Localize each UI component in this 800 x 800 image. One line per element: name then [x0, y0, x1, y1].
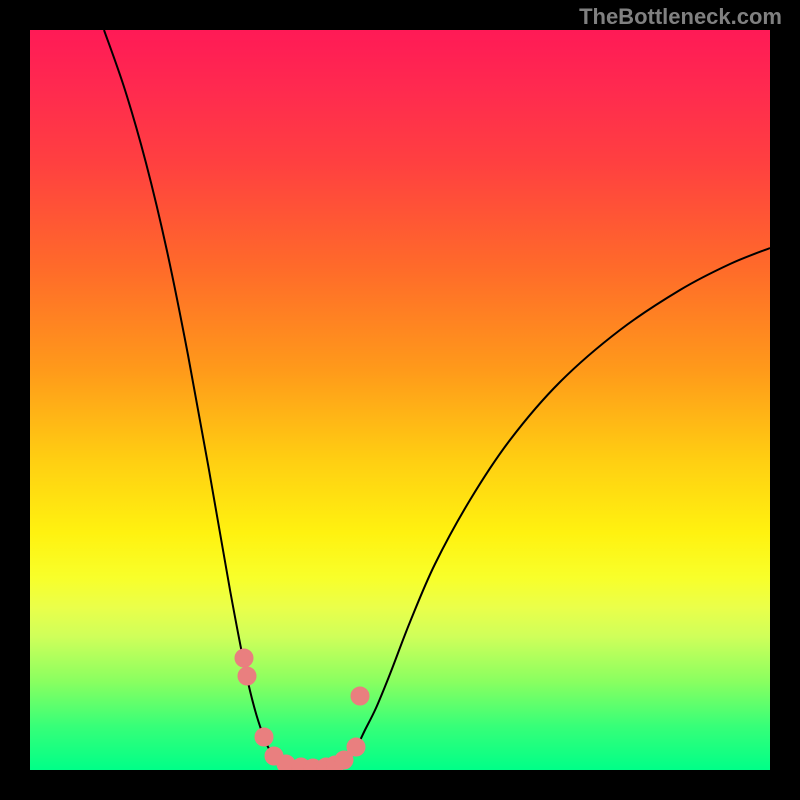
chart-background-gradient [30, 30, 770, 770]
watermark-text: TheBottleneck.com [579, 4, 782, 30]
plot-area [30, 30, 770, 770]
